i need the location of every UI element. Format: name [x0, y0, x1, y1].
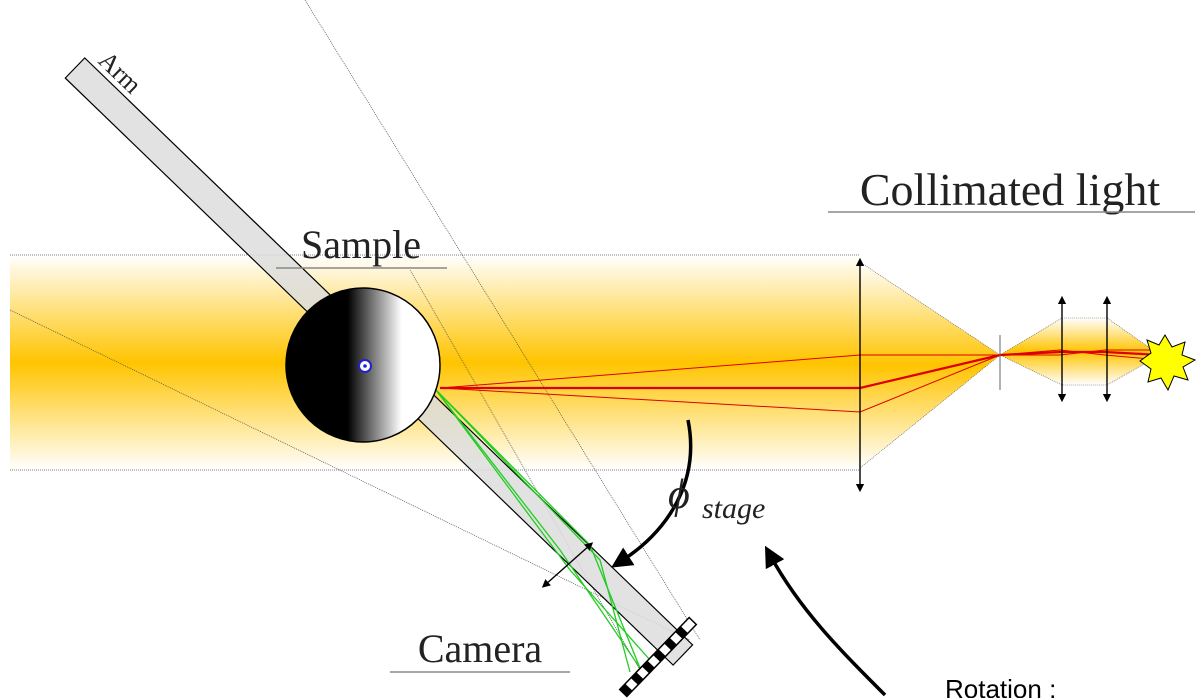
camera-sensor — [618, 616, 698, 698]
red-rays — [439, 349, 1161, 413]
beam-cone — [859, 261, 1001, 469]
rotation-axis-dot — [363, 364, 367, 368]
phi-label: ϕ — [668, 472, 690, 518]
phi-subscript: stage — [702, 492, 765, 525]
lenses — [541, 257, 1112, 588]
stage-arrow — [611, 419, 693, 568]
light-source — [1139, 334, 1197, 392]
camera-label: Camera — [418, 626, 543, 671]
rotation-label: Rotation : — [945, 674, 1056, 698]
view-lines — [9, 0, 701, 671]
sample-label: Sample — [301, 222, 421, 267]
rotation-arrow — [764, 545, 887, 697]
collimated-light-label: Collimated light — [860, 164, 1160, 215]
